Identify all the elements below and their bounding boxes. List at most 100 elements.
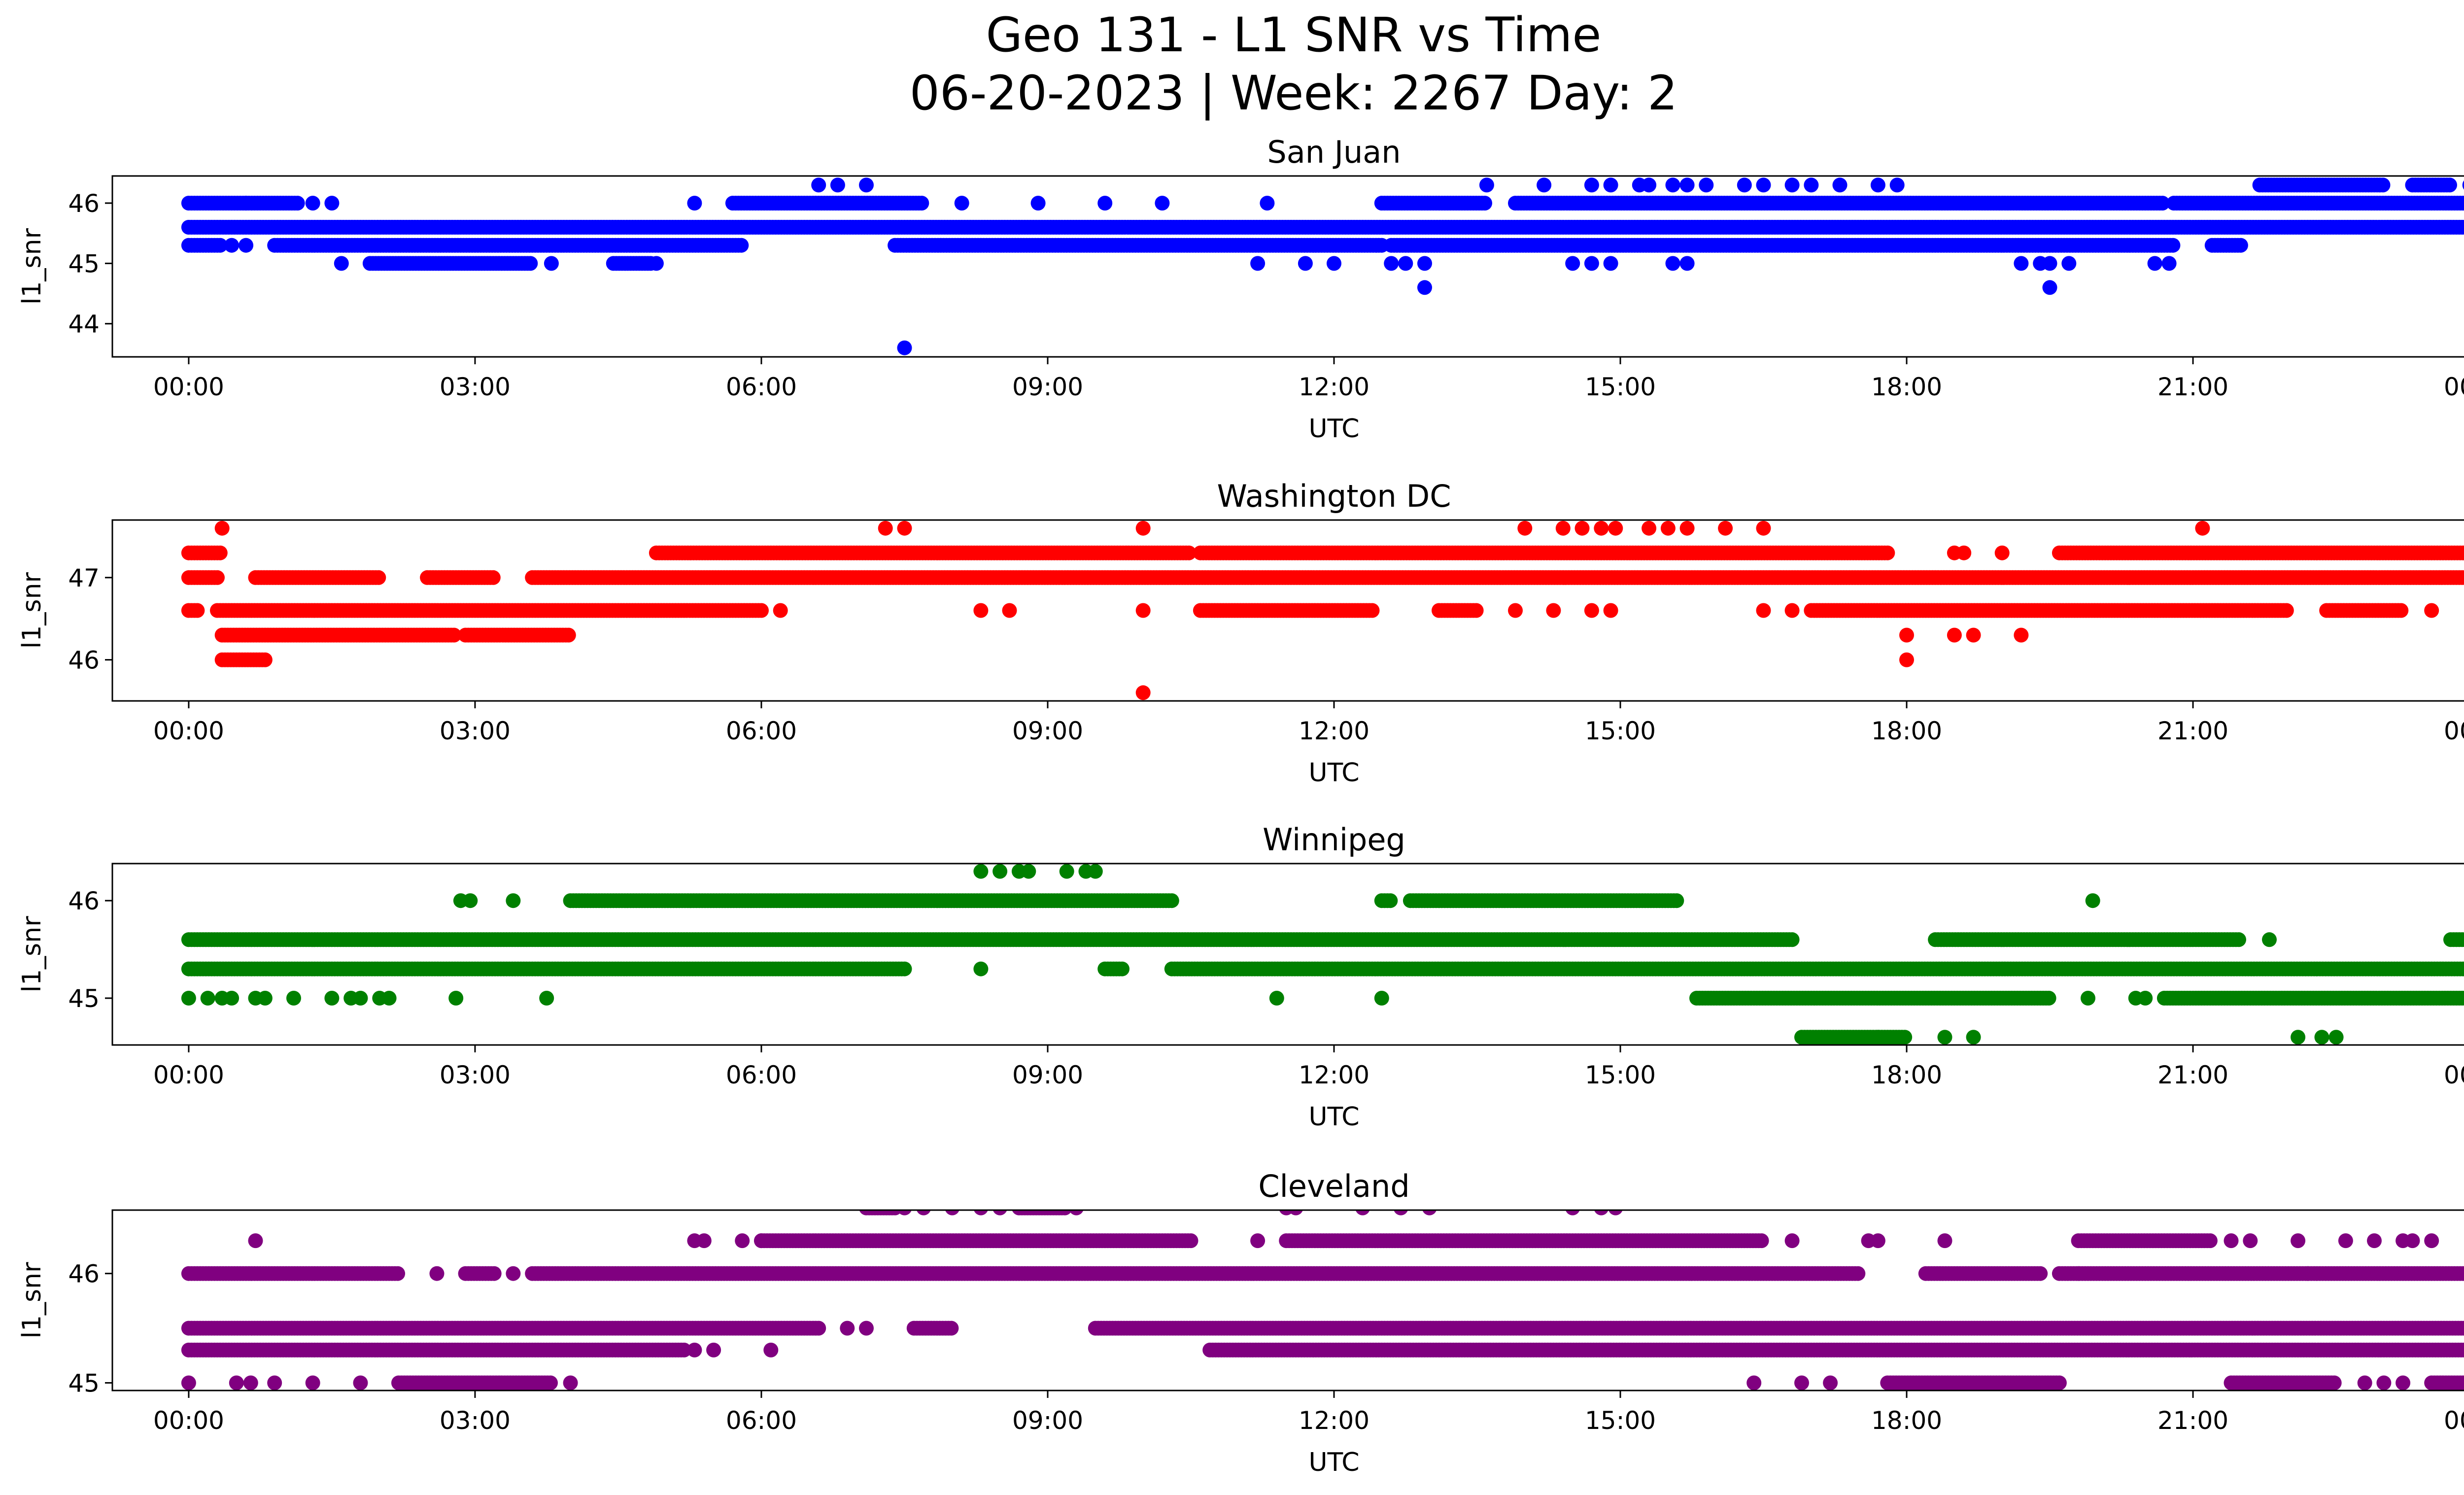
data-point bbox=[1584, 603, 1599, 618]
data-point bbox=[214, 521, 230, 536]
data-point bbox=[1784, 603, 1800, 618]
x-tick-label: 21:00 bbox=[2157, 373, 2228, 401]
data-point bbox=[897, 521, 912, 536]
x-tick-label: 06:00 bbox=[726, 717, 797, 745]
data-point bbox=[859, 177, 874, 193]
data-point bbox=[1298, 256, 1313, 271]
data-point bbox=[1784, 932, 1800, 947]
data-point bbox=[1584, 256, 1599, 271]
data-point bbox=[1574, 521, 1590, 536]
data-point bbox=[754, 603, 769, 618]
data-point bbox=[1756, 521, 1771, 536]
x-tick-label: 00:00 bbox=[2444, 717, 2464, 745]
data-point bbox=[1417, 256, 1432, 271]
figure-title-line-2: 06-20-2023 | Week: 2267 Day: 2 bbox=[910, 66, 1678, 121]
data-point bbox=[1365, 603, 1380, 618]
data-point bbox=[1679, 521, 1695, 536]
data-point bbox=[1517, 521, 1533, 536]
data-point bbox=[2014, 627, 2029, 643]
data-point bbox=[1537, 177, 1552, 193]
data-point bbox=[1477, 196, 1492, 211]
x-tick-label: 03:00 bbox=[440, 373, 511, 401]
data-point bbox=[878, 521, 893, 536]
data-point bbox=[446, 627, 462, 643]
data-point bbox=[811, 177, 826, 193]
data-point bbox=[1832, 177, 1848, 193]
data-point bbox=[2462, 180, 2464, 190]
x-tick-label: 09:00 bbox=[1012, 717, 1083, 745]
x-tick-label: 15:00 bbox=[1585, 717, 1656, 745]
data-point bbox=[1899, 627, 1914, 643]
data-point bbox=[687, 196, 702, 211]
x-tick-label: 18:00 bbox=[1871, 717, 1942, 745]
data-point bbox=[2014, 256, 2029, 271]
data-point bbox=[1737, 177, 1752, 193]
data-point bbox=[1555, 521, 1571, 536]
data-point bbox=[1756, 177, 1771, 193]
data-point bbox=[2165, 238, 2181, 253]
data-point bbox=[1804, 177, 1819, 193]
data-point bbox=[371, 570, 386, 585]
data-point bbox=[305, 196, 320, 211]
data-point bbox=[1608, 521, 1623, 536]
data-point bbox=[224, 238, 240, 253]
data-point bbox=[2279, 603, 2294, 618]
data-point bbox=[973, 603, 989, 618]
x-tick-label: 00:00 bbox=[2444, 373, 2464, 401]
data-point bbox=[773, 603, 788, 618]
data-point bbox=[2233, 238, 2248, 253]
x-tick-label: 12:00 bbox=[1299, 373, 1369, 401]
data-point bbox=[1660, 521, 1676, 536]
data-point bbox=[2461, 547, 2464, 559]
data-point bbox=[2375, 177, 2391, 193]
data-point bbox=[212, 238, 228, 253]
data-point bbox=[1870, 177, 1885, 193]
data-point bbox=[2161, 256, 2177, 271]
data-point bbox=[290, 196, 305, 211]
data-point bbox=[212, 545, 228, 560]
data-point bbox=[1679, 256, 1695, 271]
data-point bbox=[1880, 545, 1895, 560]
data-point bbox=[2147, 256, 2162, 271]
y-tick-label: 46 bbox=[68, 646, 100, 675]
data-point bbox=[239, 196, 254, 211]
scatter-series bbox=[181, 864, 2464, 1045]
y-tick-label: 46 bbox=[68, 189, 100, 218]
data-point bbox=[2394, 603, 2409, 618]
x-tick-label: 00:00 bbox=[153, 717, 224, 745]
data-point bbox=[1135, 685, 1151, 700]
data-point bbox=[954, 196, 969, 211]
data-point bbox=[1594, 521, 1609, 536]
data-point bbox=[1030, 196, 1046, 211]
data-point bbox=[1260, 196, 1275, 211]
data-point bbox=[1889, 177, 1905, 193]
data-point bbox=[1642, 177, 1657, 193]
y-tick-label: 47 bbox=[68, 564, 100, 592]
data-point bbox=[2442, 177, 2457, 193]
x-axis-label: UTC bbox=[1308, 414, 1359, 444]
y-axis-label: l1_snr bbox=[17, 228, 47, 305]
data-point bbox=[1479, 177, 1494, 193]
data-point bbox=[2231, 932, 2246, 947]
data-point bbox=[1002, 603, 1017, 618]
data-point bbox=[2460, 571, 2464, 584]
data-point bbox=[2460, 933, 2464, 946]
data-point bbox=[1469, 603, 1484, 618]
scatter-series bbox=[181, 177, 2464, 355]
data-point bbox=[1508, 603, 1523, 618]
data-point bbox=[830, 177, 845, 193]
x-tick-label: 09:00 bbox=[1012, 373, 1083, 401]
data-point bbox=[1603, 256, 1618, 271]
data-point bbox=[734, 238, 749, 253]
data-point bbox=[1665, 256, 1680, 271]
data-point bbox=[1327, 256, 1341, 271]
y-axis-label: l1_snr bbox=[17, 572, 47, 649]
data-point bbox=[544, 256, 559, 271]
data-point bbox=[334, 256, 349, 271]
data-point bbox=[324, 196, 340, 211]
data-point bbox=[2155, 196, 2170, 211]
data-point bbox=[2461, 197, 2464, 209]
data-point bbox=[2195, 521, 2210, 536]
